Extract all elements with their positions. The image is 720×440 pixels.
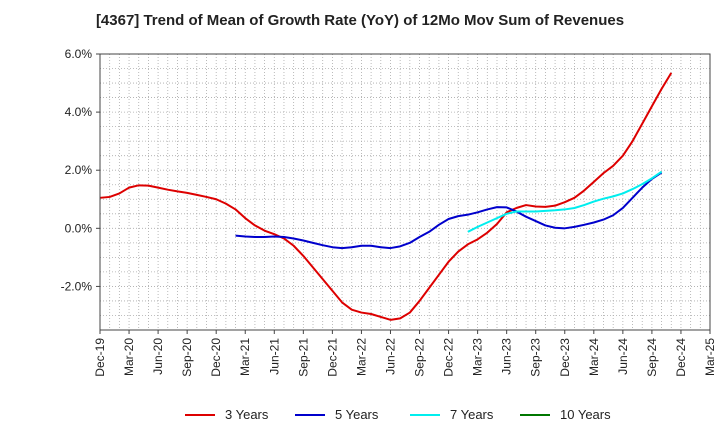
x-tick-label: Dec-21 [325,338,339,377]
series-line-5-years [235,171,663,250]
x-tick-label: Jun-23 [500,338,514,375]
x-tick-label: Sep-22 [413,338,427,377]
x-tick-label: Sep-23 [529,338,543,377]
y-tick-label: 0.0% [65,221,93,235]
legend: 3 Years 5 Years 7 Years 10 Years [180,406,640,424]
x-tick-label: Mar-22 [354,338,368,376]
x-tick-label: Jun-22 [383,338,397,375]
x-tick-label: Mar-24 [587,338,601,376]
y-tick-label: -2.0% [61,279,93,293]
legend-swatch-7-years [410,414,440,416]
x-tick-label: Jun-24 [616,338,630,375]
legend-label-3-years: 3 Years [225,407,269,422]
x-tick-label: Sep-20 [180,338,194,377]
x-tick-label: Dec-20 [209,338,223,377]
vertical-gridlines [109,54,701,330]
y-tick-label: 6.0% [65,47,93,61]
legend-swatch-10-years [520,414,550,416]
legend-swatch-3-years [185,414,215,416]
legend-swatch-5-years [295,414,325,416]
y-tick-label: 2.0% [65,163,93,177]
x-tick-label: Mar-25 [703,338,717,376]
x-tick-label: Jun-21 [267,338,281,375]
x-tick-label: Mar-20 [122,338,136,376]
legend-label-10-years: 10 Years [560,407,611,422]
legend-label-5-years: 5 Years [335,407,379,422]
series-line-7-years [467,170,663,233]
x-tick-label: Dec-23 [558,338,572,377]
x-tick-label: Sep-21 [296,338,310,377]
plot-frame [99,53,711,331]
chart-title: [4367] Trend of Mean of Growth Rate (YoY… [95,12,625,29]
x-tick-label: Dec-22 [442,338,456,377]
x-tick-label: Jun-20 [151,338,165,375]
x-tick-label: Dec-24 [674,338,688,377]
x-axis-ticks: Dec-19 Mar-20 Jun-20 Sep-20 Dec-20 Mar-21 Jun-… [93,330,717,377]
y-tick-label: 4.0% [65,105,93,119]
x-tick-label: Sep-24 [645,338,659,377]
x-tick-label: Dec-19 [93,338,107,377]
x-tick-label: Mar-21 [238,338,252,376]
legend-label-7-years: 7 Years [450,407,494,422]
y-axis-ticks: -2.0% 0.0% 2.0% 4.0% 6.0% [61,47,100,293]
horizontal-gridlines [100,68,710,316]
series-lines [99,72,673,321]
series-line-3-years [99,72,673,321]
x-tick-label: Mar-23 [471,338,485,376]
